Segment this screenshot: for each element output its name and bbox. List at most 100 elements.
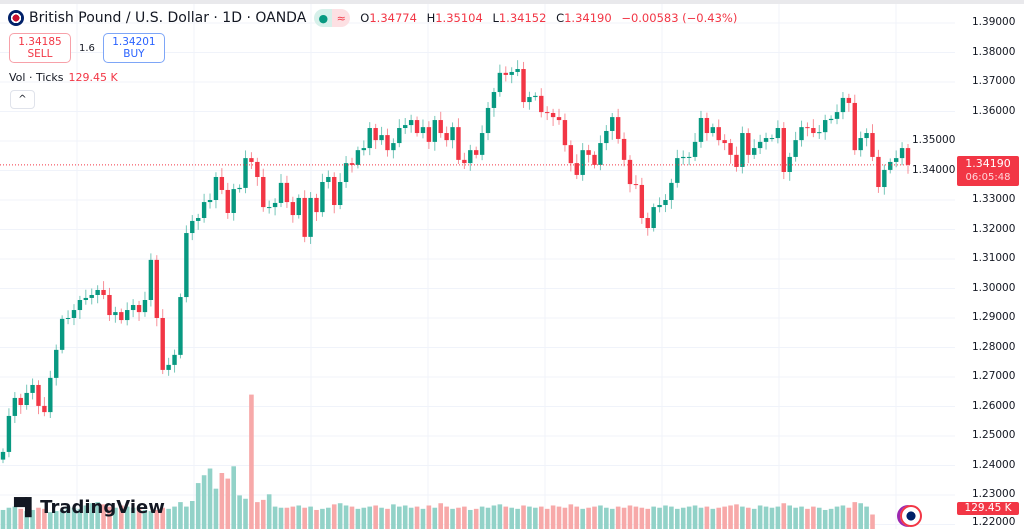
candle-body	[822, 120, 828, 133]
candle-body	[633, 184, 639, 186]
buy-button[interactable]: 1.34201 BUY	[102, 33, 165, 63]
volume-bar	[178, 502, 183, 529]
volume-bar	[308, 506, 313, 529]
candle-body	[752, 148, 757, 155]
volume-bar	[302, 507, 307, 529]
volume-bar	[615, 506, 621, 529]
candle-body	[580, 150, 585, 175]
candle-body	[184, 233, 189, 298]
candle-body	[450, 127, 455, 141]
symbol-title[interactable]: British Pound / U.S. Dollar · 1D · OANDA	[29, 10, 307, 26]
volume-bar	[467, 509, 473, 529]
candle-body	[734, 154, 739, 167]
price-tick-label: 1.25000	[972, 429, 1016, 441]
price-tick-label: 1.30000	[972, 281, 1016, 294]
volume-bar	[272, 506, 278, 529]
gbp-usd-flag-icon	[8, 10, 24, 26]
candle-body	[249, 158, 254, 162]
volume-bar	[473, 508, 479, 529]
volume-bar	[53, 511, 59, 529]
candle-body	[793, 140, 798, 157]
volume-legend[interactable]: Vol · Ticks 129.45 K	[9, 71, 118, 84]
volume-bar	[485, 507, 491, 529]
candle-body	[621, 138, 627, 160]
candle-body	[556, 117, 562, 121]
candle-body	[846, 97, 852, 103]
volume-bar	[645, 508, 651, 529]
candle-body	[456, 127, 461, 160]
candle-body	[444, 133, 449, 141]
candle-body	[864, 133, 869, 139]
candle-body	[71, 310, 77, 318]
volume-bar	[361, 507, 367, 529]
volume-bar	[326, 507, 331, 529]
candle-body	[219, 176, 225, 190]
volume-bar	[65, 506, 71, 529]
high-value: 1.35104	[435, 11, 483, 25]
candle-body	[799, 127, 804, 141]
candle-body	[651, 207, 656, 229]
candle-body	[757, 141, 763, 149]
volume-bar	[154, 509, 160, 529]
volume-bar	[432, 507, 438, 529]
volume-bar	[604, 507, 609, 529]
volume-bar	[852, 502, 858, 529]
candle-body	[834, 112, 840, 119]
volume-bar	[12, 506, 18, 529]
volume-bar	[107, 506, 112, 529]
price-tick-label: 1.34000	[910, 163, 958, 177]
collapse-legend-button[interactable]: ^	[10, 90, 35, 109]
candle-body	[562, 120, 568, 146]
price-tick-label: 1.28000	[972, 340, 1016, 353]
volume-bar	[787, 505, 792, 529]
volume-bar	[805, 508, 810, 529]
candle-body	[190, 220, 195, 234]
volume-bar	[692, 505, 698, 529]
volume-bar	[704, 506, 710, 529]
close-value: 1.34190	[564, 11, 612, 25]
candle-body	[266, 207, 272, 209]
candle-body	[870, 133, 875, 157]
price-tick-label: 1.31000	[972, 252, 1016, 264]
price-tick-label: 1.38000	[972, 45, 1016, 58]
volume-bar	[136, 508, 142, 529]
sell-button[interactable]: 1.34185 SELL	[9, 33, 71, 63]
volume-bar	[89, 503, 95, 529]
candle-body	[408, 120, 414, 126]
candle-body	[876, 156, 881, 188]
status-pill[interactable]: ● ≈	[314, 9, 351, 27]
candle-body	[740, 133, 745, 167]
candle-body	[509, 71, 514, 75]
low-label: L	[492, 11, 499, 25]
candle-body	[675, 158, 680, 183]
volume-bar	[462, 506, 467, 529]
current-price: 1.34190	[965, 157, 1011, 170]
volume-bar	[225, 478, 231, 529]
candle-body	[615, 117, 621, 139]
candle-body	[290, 202, 296, 216]
candle-body	[805, 127, 810, 129]
candle-body	[468, 150, 473, 164]
volume-bar	[550, 505, 556, 529]
tradingview-logo[interactable]: ▀▌ TradingView	[14, 497, 165, 518]
volume-bar	[420, 508, 426, 529]
candle-body	[544, 112, 550, 114]
candle-body	[172, 354, 177, 365]
candle-body	[403, 125, 408, 129]
price-tick-label: 1.23000	[972, 488, 1016, 500]
candle-body	[89, 294, 94, 298]
volume-bar	[124, 506, 130, 529]
volume-bar	[479, 506, 485, 529]
volume-bar	[675, 508, 680, 529]
candle-body	[681, 156, 686, 159]
low-value: 1.34152	[498, 11, 547, 25]
candle-body	[337, 182, 343, 206]
volume-bar	[586, 507, 591, 529]
volume-bar	[538, 506, 544, 529]
candle-body	[237, 187, 242, 190]
close-label: C	[556, 11, 565, 25]
volume-bar	[373, 505, 378, 529]
candle-body	[332, 176, 337, 206]
currency-flags-icon[interactable]	[900, 505, 922, 527]
